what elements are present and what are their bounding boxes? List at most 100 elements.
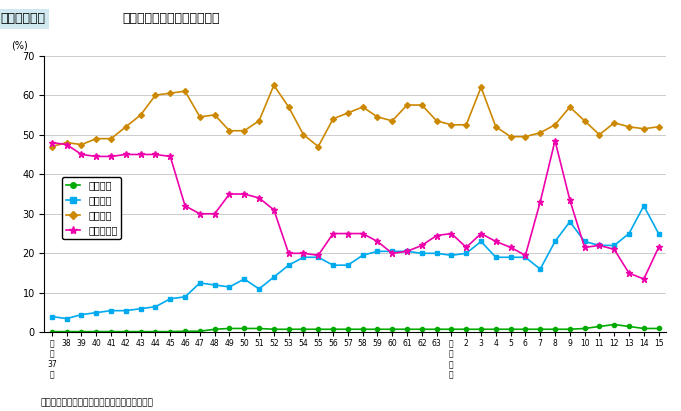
国土保全: [300, 132, 308, 137]
Line: 災害予防: 災害予防: [50, 204, 661, 321]
災害予防: [240, 277, 249, 282]
災害予防: [447, 253, 456, 258]
Text: 防災関係予算内訳割合の推移: 防災関係予算内訳割合の推移: [123, 12, 220, 25]
科学技術: [417, 327, 426, 332]
災害復旧等: [329, 231, 337, 236]
災害復旧等: [432, 233, 441, 238]
災害復旧等: [225, 192, 234, 196]
科学技術: [225, 326, 234, 331]
災害予防: [195, 281, 204, 286]
災害復旧等: [314, 253, 322, 258]
国土保全: [625, 124, 633, 129]
科学技術: [63, 329, 71, 334]
災害予防: [580, 239, 588, 244]
科学技術: [507, 327, 515, 332]
国土保全: [151, 92, 159, 97]
国土保全: [92, 136, 100, 141]
災害復旧等: [359, 231, 367, 236]
科学技術: [181, 329, 189, 334]
災害予防: [270, 275, 278, 279]
国土保全: [359, 104, 367, 109]
災害復旧等: [137, 152, 145, 157]
科学技術: [492, 327, 500, 332]
国土保全: [580, 118, 588, 123]
災害予防: [522, 255, 530, 260]
災害復旧等: [492, 239, 500, 244]
災害復旧等: [151, 152, 159, 157]
国土保全: [107, 136, 115, 141]
災害予防: [314, 255, 322, 260]
科学技術: [270, 327, 278, 332]
国土保全: [566, 104, 574, 109]
科学技術: [610, 322, 618, 327]
災害復旧等: [195, 211, 204, 216]
災害予防: [639, 203, 648, 208]
災害予防: [432, 251, 441, 256]
国土保全: [344, 111, 352, 115]
科学技術: [240, 326, 249, 331]
国土保全: [137, 113, 145, 118]
国土保全: [551, 122, 559, 127]
国土保全: [63, 140, 71, 145]
災害予防: [151, 304, 159, 309]
科学技術: [210, 327, 219, 332]
災害予防: [300, 255, 308, 260]
災害予防: [507, 255, 515, 260]
科学技術: [522, 327, 530, 332]
災害予防: [63, 316, 71, 321]
災害復旧等: [595, 243, 603, 248]
災害予防: [92, 310, 100, 315]
災害復旧等: [462, 245, 471, 250]
災害復旧等: [580, 245, 588, 250]
科学技術: [654, 326, 663, 331]
災害予防: [595, 243, 603, 248]
国土保全: [270, 83, 278, 88]
国土保全: [255, 118, 263, 123]
国土保全: [447, 122, 456, 127]
災害復旧等: [344, 231, 352, 236]
災害予防: [477, 239, 485, 244]
災害予防: [462, 251, 471, 256]
災害予防: [210, 282, 219, 287]
災害復旧等: [625, 270, 633, 275]
災害復旧等: [285, 251, 293, 256]
国土保全: [522, 134, 530, 139]
科学技術: [314, 327, 322, 332]
災害復旧等: [507, 245, 515, 250]
災害復旧等: [639, 277, 648, 282]
科学技術: [447, 327, 456, 332]
国土保全: [314, 144, 322, 149]
国土保全: [507, 134, 515, 139]
Y-axis label: (%): (%): [12, 40, 28, 50]
国土保全: [240, 128, 249, 133]
Legend: 科学技術, 災害予防, 国土保全, 災害復旧等: 科学技術, 災害予防, 国土保全, 災害復旧等: [62, 177, 121, 239]
災害復旧等: [522, 253, 530, 258]
災害予防: [78, 312, 86, 317]
国土保全: [610, 120, 618, 125]
科学技術: [255, 326, 263, 331]
Text: 図２－３－１: 図２－３－１: [0, 12, 45, 25]
災害予防: [107, 308, 115, 313]
災害予防: [285, 263, 293, 268]
災害復旧等: [477, 231, 485, 236]
災害復旧等: [92, 154, 100, 159]
災害予防: [388, 249, 396, 254]
災害予防: [181, 294, 189, 299]
国土保全: [595, 132, 603, 137]
国土保全: [210, 113, 219, 118]
災害復旧等: [107, 154, 115, 159]
災害復旧等: [78, 152, 86, 157]
科学技術: [477, 327, 485, 332]
災害予防: [551, 239, 559, 244]
科学技術: [107, 329, 115, 334]
科学技術: [329, 327, 337, 332]
科学技術: [595, 324, 603, 329]
国土保全: [492, 124, 500, 129]
科学技術: [388, 327, 396, 332]
科学技術: [462, 327, 471, 332]
Line: 災害復旧等: 災害復旧等: [48, 137, 662, 282]
科学技術: [151, 329, 159, 334]
科学技術: [48, 329, 56, 334]
国土保全: [225, 128, 234, 133]
科学技術: [639, 326, 648, 331]
